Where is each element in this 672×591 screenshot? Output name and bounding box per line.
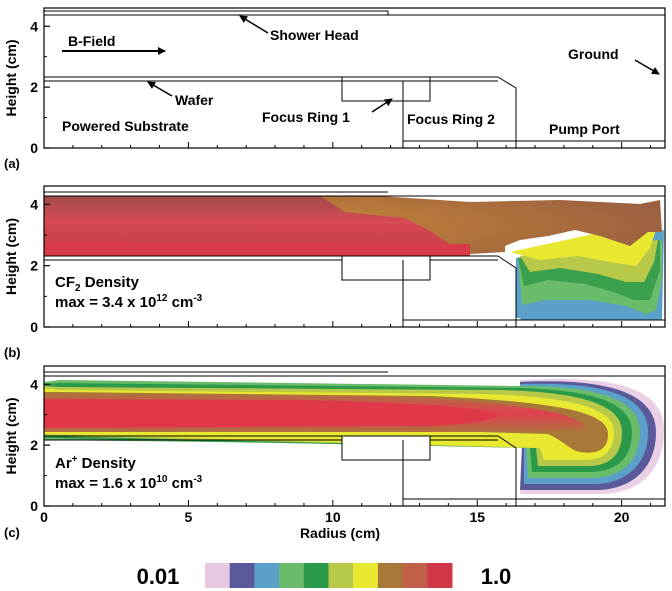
x-tick-label: 20 [614,509,630,525]
y-tick-label: 0 [30,498,38,514]
y-axis-label: Height (cm) [3,398,19,475]
powered-substrate-label: Powered Substrate [62,118,189,134]
y-tick-label: 4 [30,196,38,212]
y-tick-label: 2 [30,437,38,453]
y-tick-label: 2 [30,258,38,274]
axes-layer: 0 2 4 Height (cm) 0 2 4 Height (cm) 0 2 4 Height (c… [3,18,652,525]
y-axis-label: Height (cm) [3,218,19,295]
x-tick-label: 0 [40,509,48,525]
focus-ring-1-label: Focus Ring 1 [262,109,350,125]
x-axis-label: Radius (cm) [300,525,380,541]
colorbar-swatch [328,563,354,588]
panel-a-tag: (a) [4,156,20,171]
y-tick-label: 2 [30,79,38,95]
panel-b-density-map [44,196,664,320]
y-tick-label: 4 [30,376,38,392]
ar-density-title: Ar+ Density [55,454,137,472]
colorbar-swatch [303,563,329,588]
colorbar-swatch [279,563,305,588]
colorbar-swatch [254,563,280,588]
colorbar-swatch [229,563,255,588]
cf2-max-value: max = 3.4 x 1012 cm-3 [55,293,203,311]
x-tick-label: 5 [185,509,193,525]
colorbar-max-label: 1.0 [481,564,512,589]
panel-c-tag: (c) [4,525,20,540]
colorbar [205,563,453,588]
y-tick-label: 0 [30,319,38,335]
y-tick-label: 0 [30,140,38,156]
panel-b-geometry [43,185,666,328]
ar-max-value: max = 1.6 x 1010 cm-3 [55,474,203,492]
wafer-label: Wafer [175,92,214,108]
colorbar-swatch [205,563,231,588]
panel-c-geometry [43,365,666,507]
colorbar-swatch [377,563,404,588]
y-axis-label: Height (cm) [3,40,19,117]
focus-ring-2-label: Focus Ring 2 [407,111,495,127]
x-tick-label: 10 [325,509,341,525]
cf2-density-title: CF2 Density [55,274,140,294]
panel-b-tag: (b) [4,345,21,360]
colorbar-min-label: 0.01 [137,564,180,589]
b-field-label: B-Field [68,33,115,49]
shower-head-label: Shower Head [270,27,359,43]
ground-label: Ground [568,46,619,62]
pump-port-label: Pump Port [549,121,620,137]
colorbar-swatch [427,563,453,588]
y-tick-label: 4 [30,18,38,34]
x-tick-label: 15 [469,509,485,525]
colorbar-swatch [353,563,379,588]
colorbar-swatch [402,563,428,588]
panel-a-geometry [43,7,666,149]
